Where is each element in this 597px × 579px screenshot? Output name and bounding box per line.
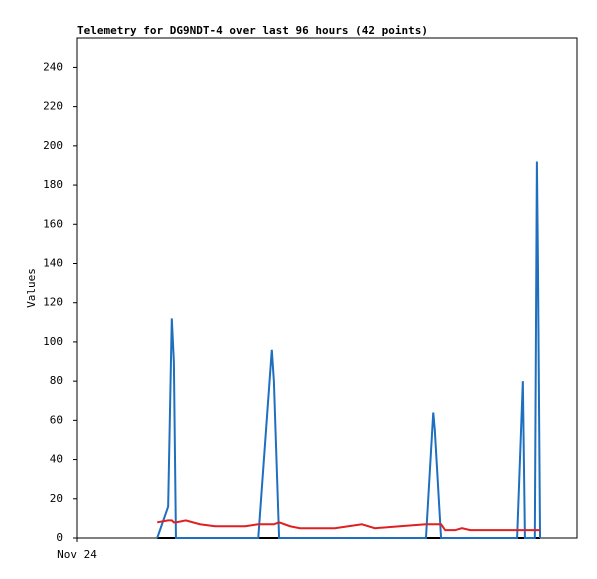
plot-frame [76,37,578,539]
y-tick-label: 220 [43,100,63,113]
y-tick-label: 0 [56,531,63,544]
y-tick-label: 60 [50,413,63,426]
x-tick-label: Nov 24 [57,548,97,561]
y-tick-label: 240 [43,60,63,73]
y-tick-label: 20 [50,492,63,505]
y-tick-label: 180 [43,178,63,191]
series-line [156,161,542,539]
y-tick-label: 200 [43,139,63,152]
y-tick-label: 140 [43,256,63,269]
y-tick-label: 80 [50,374,63,387]
y-tick-label: 120 [43,296,63,309]
chart-title: Telemetry for DG9NDT-4 over last 96 hour… [77,24,428,37]
y-axis-label: Values [25,268,38,308]
y-tick-label: 40 [50,453,63,466]
y-tick-label: 160 [43,217,63,230]
series-line [157,519,541,532]
y-tick-label: 100 [43,335,63,348]
